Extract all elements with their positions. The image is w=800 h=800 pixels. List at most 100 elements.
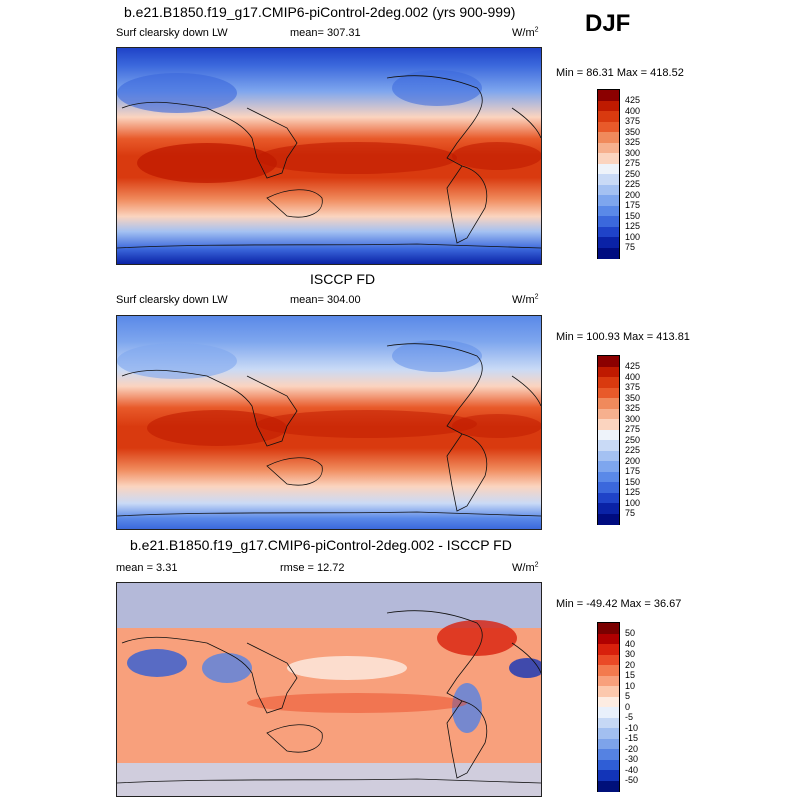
panel3-title: b.e21.B1850.f19_g17.CMIP6-piControl-2deg… <box>130 537 512 553</box>
panel3-negative-himalaya <box>202 653 252 683</box>
panel3-minmax: Min = -49.42 Max = 36.67 <box>556 598 682 610</box>
panel1-colorbar-tick-label: 175 <box>625 200 641 210</box>
panel1-colorbar-swatch <box>598 226 619 238</box>
panel1-colorbar-swatch <box>598 111 619 122</box>
panel2-colorbar-swatch <box>598 492 619 504</box>
panel2-units: W/m2 <box>512 293 539 306</box>
panel2-map-svg <box>117 316 541 529</box>
panel3-colorbar-tick-label: -20 <box>625 743 639 754</box>
panel2-title: ISCCP FD <box>310 271 376 287</box>
panel1-cold-america <box>392 70 482 106</box>
panel2-colorbar-tick-label: 325 <box>625 403 641 413</box>
panel1-colorbar-tick-label: 125 <box>625 221 641 231</box>
panel3-colorbar-swatch <box>598 665 619 676</box>
panel3-colorbar-tick-label: 40 <box>625 638 636 649</box>
panel1-colorbar-tick-label: 375 <box>625 116 641 126</box>
panel1-colorbar-swatch <box>598 142 619 154</box>
panel3-rmse-label: rmse = 12.72 <box>280 562 345 574</box>
panel3-colorbar-swatch <box>598 717 619 729</box>
panel3-colorbar-swatch <box>598 686 619 697</box>
panel2-variable-label: Surf clearsky down LW <box>116 294 228 306</box>
panel1-colorbar-swatch <box>598 90 619 101</box>
panel3-neutral-pacific <box>287 656 407 680</box>
panel2-colorbar-tick-label: 350 <box>625 392 641 403</box>
panel2-colorbar-swatch <box>598 366 619 378</box>
panel3-colorbar-tick-label: -15 <box>625 733 639 743</box>
panel1-colorbar-swatch <box>598 237 619 248</box>
panel3-negative-andes <box>452 683 482 733</box>
season-label: DJF <box>585 10 631 37</box>
panel2-colorbar-swatch <box>598 450 619 462</box>
panel2-tropics-warm-west <box>147 410 287 446</box>
panel1-colorbar-swatch <box>598 184 619 196</box>
panel1-colorbar-swatch <box>598 100 619 112</box>
panel2-colorbar-swatch <box>598 398 619 409</box>
panel2-coastlines <box>117 343 541 517</box>
panel3-positive-tropics <box>247 693 467 713</box>
panel2-colorbar-swatch <box>598 471 619 483</box>
panel1-colorbar-tick-label: 150 <box>625 210 641 221</box>
panel3-colorbar-swatch <box>598 644 619 655</box>
panel1-colorbar-tick-label: 300 <box>625 147 641 158</box>
panel2-colorbar-tick-label: 100 <box>625 497 641 508</box>
panel1-variable-label: Surf clearsky down LW <box>116 27 228 39</box>
panel1-coastlines <box>117 75 541 249</box>
panel1-colorbar-tick-label: 425 <box>625 95 641 105</box>
panel1-colorbar-tick-label: 75 <box>625 242 636 252</box>
panel3-colorbar-swatch <box>598 696 619 708</box>
panel1-map <box>116 47 542 265</box>
panel3-colorbar-tick-label: 50 <box>625 628 636 638</box>
panel3-positive-atlantic <box>437 620 517 656</box>
panel3-colorbar-tick-label: 15 <box>625 670 636 680</box>
panel1-units: W/m2 <box>512 26 539 39</box>
panel3-colorbar-swatch <box>598 780 619 792</box>
panel3-colorbar-tick-label: 10 <box>625 680 636 691</box>
panel3-negative-africa <box>509 658 541 678</box>
panel2-colorbar-swatch <box>598 503 619 514</box>
panel3-colorbar-tick-label: 0 <box>625 701 631 712</box>
panel3-colorbar-tick-label: 5 <box>625 691 631 701</box>
panel2-colorbar-swatch <box>598 429 619 441</box>
panel2-cold-america <box>392 340 482 372</box>
panel2-tropics-warm-pacific <box>257 410 477 438</box>
panel2-colorbar-tick-label: 300 <box>625 413 641 424</box>
panel1-colorbar-swatch <box>598 153 619 164</box>
panel3-colorbar-swatch <box>598 770 619 781</box>
panel1-cold-asia <box>117 73 237 113</box>
panel2-colorbar-tick-label: 275 <box>625 424 641 434</box>
panel3-colorbar-swatch <box>598 654 619 666</box>
panel2-colorbar-tick-label: 425 <box>625 361 641 371</box>
panel1-colorbar-tick-label: 200 <box>625 189 641 200</box>
panel1-tropics-warm-atlantic <box>452 142 541 170</box>
panel1-mean-label: mean= 307.31 <box>290 27 361 39</box>
panel3-colorbar: 50 40 30 20 15 10 5 0 -5 -10 -15 -20 -30 -40 -50 <box>597 622 638 792</box>
panel1-colorbar-swatch <box>598 195 619 206</box>
panel1-colorbar-tick-label: 350 <box>625 126 641 137</box>
panel3-colorbar-swatch <box>598 707 619 718</box>
panel1-colorbar: 425 400 375 350 325 300 275 250 225 200 175 150 125 1… <box>597 89 640 259</box>
panel2-colorbar: 425 400 375 350 325 300 275 250 225 200 175 150 125 1… <box>597 355 640 525</box>
panel2-minmax: Min = 100.93 Max = 413.81 <box>556 331 690 343</box>
panel1-minmax: Min = 86.31 Max = 418.52 <box>556 67 684 79</box>
panel1-colorbar-swatch <box>598 163 619 175</box>
panel1-colorbar-swatch <box>598 132 619 143</box>
panel1-colorbar-swatch <box>598 121 619 133</box>
panel3-colorbar-tick-label: -40 <box>625 764 639 775</box>
panel1-colorbar-swatch <box>598 174 619 185</box>
panel2-colorbar-swatch <box>598 440 619 451</box>
panel3-colorbar-tick-label: -50 <box>625 775 639 785</box>
panel2-colorbar-swatch <box>598 356 619 367</box>
panel1-colorbar-swatch <box>598 216 619 227</box>
panel3-colorbar-swatch <box>598 738 619 750</box>
panel3-colorbar-swatch <box>598 728 619 739</box>
panel1-colorbar-swatch <box>598 205 619 217</box>
panel3-colorbar-swatch <box>598 749 619 760</box>
panel3-colorbar-swatch <box>598 633 619 645</box>
panel2-colorbar-swatch <box>598 482 619 493</box>
panel2-map <box>116 315 542 530</box>
panel2-tropics-warm-atlantic <box>452 414 541 438</box>
panel3-units: W/m2 <box>512 561 539 574</box>
panel3-colorbar-tick-label: 20 <box>625 659 636 670</box>
panel2-colorbar-tick-label: 375 <box>625 382 641 392</box>
panel2-colorbar-swatch <box>598 461 619 472</box>
